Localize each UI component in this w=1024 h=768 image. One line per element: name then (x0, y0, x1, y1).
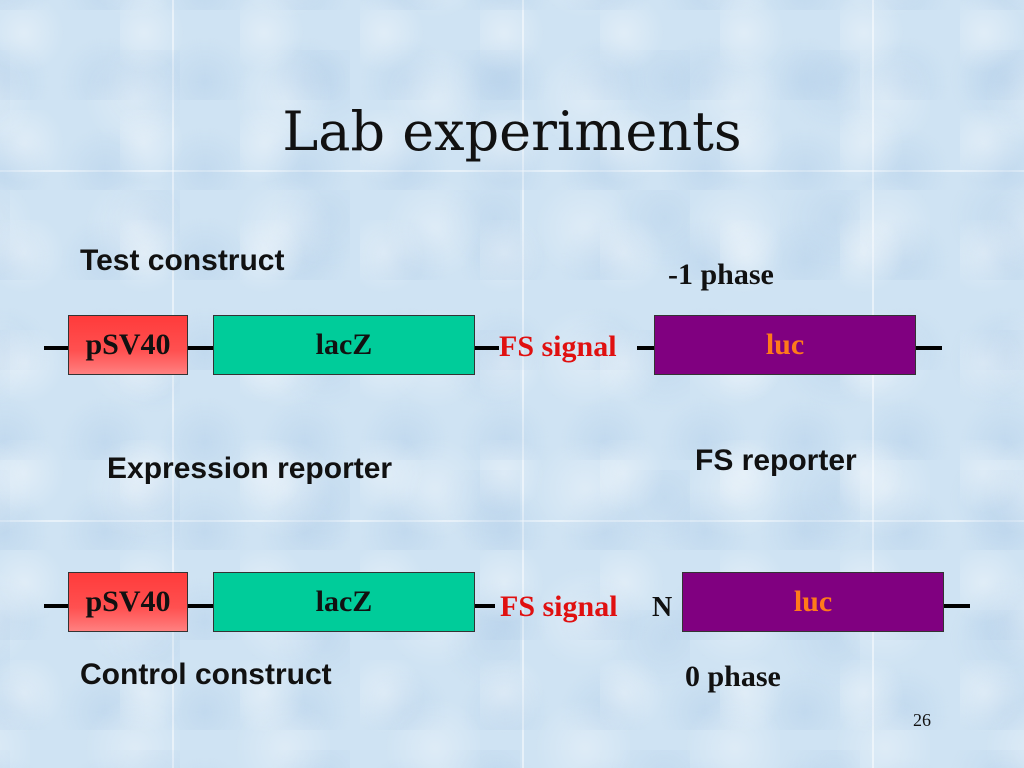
control-reporter-box: luc (682, 572, 944, 632)
control-fs-signal-label: FS signal (500, 590, 618, 623)
page-number: 26 (913, 710, 931, 730)
test-promoter-box: pSV40 (68, 315, 188, 375)
control-phase-label: 0 phase (685, 660, 781, 693)
dna-line (188, 346, 213, 350)
expression-reporter-label: Expression reporter (107, 452, 393, 485)
dna-line (475, 346, 499, 350)
control-promoter-label: pSV40 (85, 585, 171, 618)
dna-line (44, 604, 69, 608)
dna-line (44, 346, 69, 350)
control-gene-label: lacZ (315, 585, 373, 618)
dna-line (188, 604, 213, 608)
test-reporter-box: luc (654, 315, 916, 375)
dna-line (637, 346, 655, 350)
control-extra-base-label: N (652, 592, 673, 623)
test-gene-label: lacZ (315, 328, 373, 361)
test-reporter-label: luc (765, 328, 805, 361)
dna-line (944, 604, 970, 608)
control-promoter-box: pSV40 (68, 572, 188, 632)
test-promoter-label: pSV40 (85, 328, 171, 361)
dna-line (475, 604, 495, 608)
control-reporter-label: luc (793, 585, 833, 618)
control-construct-label: Control construct (80, 658, 332, 691)
test-fs-signal-label: FS signal (499, 330, 617, 363)
fs-reporter-label: FS reporter (695, 444, 857, 477)
test-gene-box: lacZ (213, 315, 475, 375)
dna-line (916, 346, 942, 350)
control-gene-box: lacZ (213, 572, 475, 632)
test-phase-label: -1 phase (668, 258, 774, 291)
slide-title: Lab experiments (282, 100, 742, 163)
test-construct-label: Test construct (80, 244, 285, 277)
